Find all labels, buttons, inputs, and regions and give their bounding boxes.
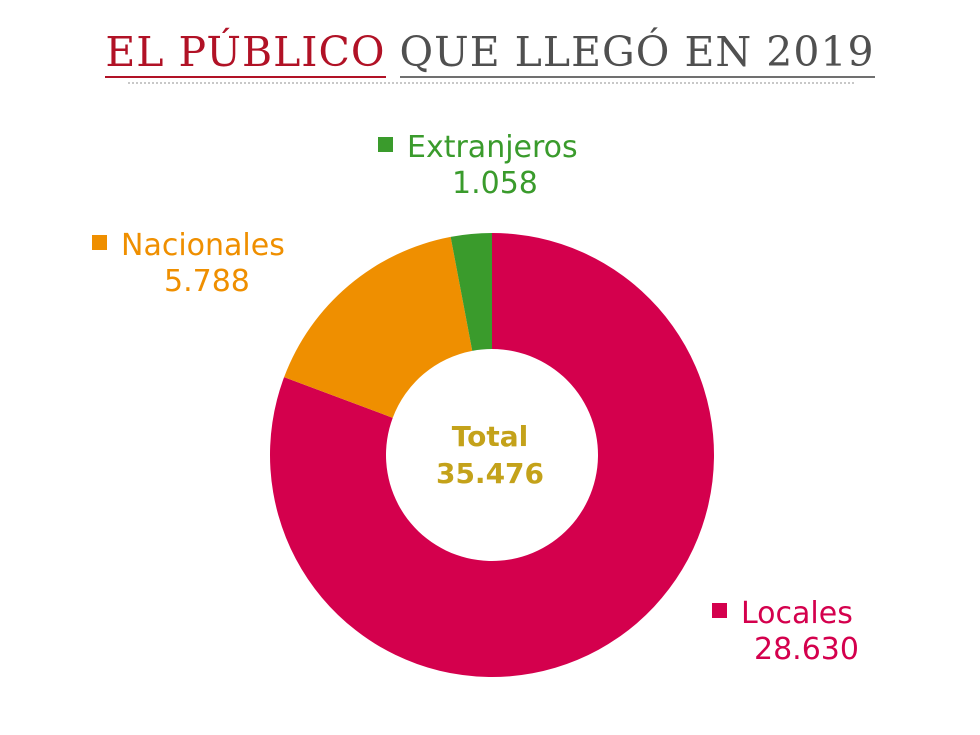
legend-swatch-locales xyxy=(712,603,727,618)
legend-value-extranjeros: 1.058 xyxy=(452,166,538,201)
legend-name-extranjeros: Extranjeros xyxy=(407,130,578,165)
donut-slice-nacionales xyxy=(284,236,473,418)
legend-name-locales: Locales xyxy=(741,596,853,631)
legend-value-nacionales: 5.788 xyxy=(164,264,250,299)
title-dotted-rule xyxy=(128,82,854,84)
chart-title: EL PÚBLICO QUE LLEGÓ EN 2019 xyxy=(0,28,980,78)
donut-center-total: Total 35.476 xyxy=(385,418,595,492)
donut-slice-extranjeros xyxy=(450,233,492,351)
donut-slice-locales xyxy=(269,233,714,677)
total-value: 35.476 xyxy=(435,457,545,490)
total-label: Total xyxy=(451,420,529,453)
legend-swatch-extranjeros xyxy=(378,137,393,152)
legend-extranjeros: Extranjeros 1.058 xyxy=(378,130,578,202)
legend-name-nacionales: Nacionales xyxy=(121,228,285,263)
title-part-1: EL PÚBLICO xyxy=(105,28,386,78)
legend-nacionales: Nacionales 5.788 xyxy=(92,228,285,300)
legend-swatch-nacionales xyxy=(92,235,107,250)
legend-value-locales: 28.630 xyxy=(754,632,859,667)
title-part-2: QUE LLEGÓ EN 2019 xyxy=(399,28,875,78)
legend-locales: Locales 28.630 xyxy=(712,596,859,668)
